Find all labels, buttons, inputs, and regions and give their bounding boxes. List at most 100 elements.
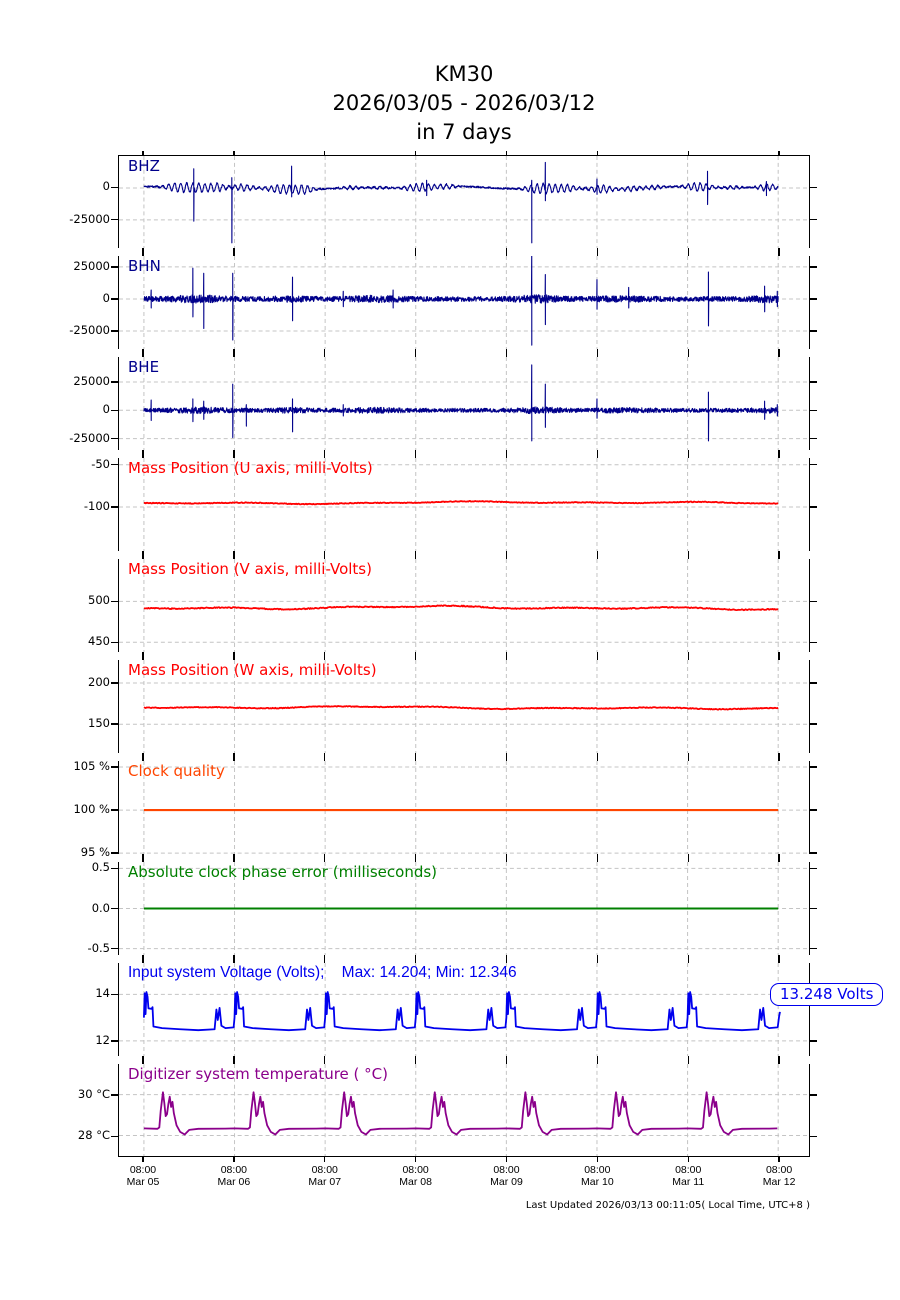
x-tick-mark <box>142 352 144 357</box>
x-tick-mark <box>142 854 144 859</box>
x-tick-mark <box>233 1059 235 1064</box>
voltage-series-line <box>143 991 781 1032</box>
y-tick-mark <box>810 437 817 440</box>
x-tick-mark <box>142 1056 144 1061</box>
title-station: KM30 <box>434 62 494 86</box>
x-tick-mark <box>324 857 326 862</box>
clock-quality-ytick-label: 105 % <box>73 759 110 774</box>
y-tick-mark <box>810 506 817 508</box>
x-tick-mark <box>596 352 599 357</box>
x-tick-mark <box>505 551 508 556</box>
y-tick-mark <box>111 907 118 910</box>
x-tick-date: Mar 06 <box>217 1176 251 1188</box>
panel-mass-w: Mass Position (W axis, milli-Volts) <box>118 660 810 753</box>
y-tick-mark <box>111 1094 118 1096</box>
x-tick-date: Mar 12 <box>762 1176 796 1188</box>
y-tick-mark <box>810 298 817 300</box>
x-tick-label: 08:00 Mar 09 <box>474 1164 538 1188</box>
x-tick-label: 08:00 Mar 12 <box>747 1164 811 1188</box>
x-tick-mark <box>687 551 689 556</box>
title-date-range: 2026/03/05 - 2026/03/12 <box>332 91 596 115</box>
x-tick-mark <box>687 1157 689 1162</box>
bhn-ytick-label: 25000 <box>73 258 110 273</box>
x-tick-date: Mar 09 <box>490 1176 523 1188</box>
x-tick-time: 08:00 <box>765 1164 793 1176</box>
panel-bhn: BHN <box>118 256 810 349</box>
last-updated-text: Last Updated 2026/03/13 00:11:05( Local … <box>525 1200 810 1211</box>
x-tick-mark <box>324 753 326 758</box>
bhz-ytick-label: -25000 <box>69 211 110 226</box>
x-tick-label: 08:00 Mar 08 <box>384 1164 448 1188</box>
x-tick-mark <box>778 955 780 960</box>
x-tick-mark <box>778 857 780 862</box>
bhz-series-line <box>143 161 779 244</box>
x-tick-label: 08:00 Mar 11 <box>656 1164 720 1188</box>
x-tick-mark <box>142 857 144 862</box>
y-tick-mark <box>111 947 118 950</box>
y-tick-mark <box>810 852 817 854</box>
x-tick-mark <box>505 1056 508 1061</box>
x-tick-mark <box>505 349 508 354</box>
gridlines <box>119 458 809 551</box>
chart-title: KM30 2026/03/05 - 2026/03/12 in 7 days <box>118 60 810 147</box>
x-tick-mark <box>596 450 599 455</box>
y-tick-mark <box>810 330 817 332</box>
x-tick-mark <box>142 349 144 354</box>
x-tick-mark <box>324 251 326 256</box>
x-tick-mark <box>233 349 235 354</box>
x-tick-mark <box>324 854 326 859</box>
y-tick-mark <box>111 682 118 684</box>
x-tick-mark <box>505 1059 508 1064</box>
mass-v-ytick-label: 500 <box>88 593 110 608</box>
x-tick-mark <box>505 857 508 862</box>
x-tick-mark <box>142 652 144 657</box>
panel-temperature: Digitizer system temperature ( °C) <box>118 1064 810 1157</box>
bhn-plot <box>119 256 809 349</box>
x-tick-mark <box>142 450 144 455</box>
x-tick-mark <box>596 756 599 761</box>
x-tick-mark <box>778 453 780 458</box>
bhn-series-line <box>143 256 779 346</box>
y-tick-mark <box>810 907 817 910</box>
voltage-ytick-label: 12 <box>95 1032 110 1047</box>
x-tick-mark <box>233 150 235 155</box>
x-tick-label: 08:00 Mar 10 <box>565 1164 629 1188</box>
x-tick-date: Mar 08 <box>399 1176 432 1188</box>
x-tick-mark <box>414 150 417 155</box>
x-tick-mark <box>505 854 508 859</box>
x-tick-mark <box>324 349 326 354</box>
x-tick-mark <box>142 251 144 256</box>
y-tick-mark <box>111 266 118 268</box>
x-tick-mark <box>414 1056 417 1061</box>
mass-w-series-line <box>143 705 779 711</box>
x-tick-mark <box>233 655 235 660</box>
y-tick-mark <box>111 867 118 870</box>
x-tick-mark <box>414 955 417 960</box>
panel-bhz: BHZ <box>118 155 810 248</box>
x-tick-label: 08:00 Mar 07 <box>293 1164 357 1188</box>
y-tick-mark <box>111 298 118 300</box>
y-tick-mark <box>810 766 817 768</box>
x-tick-mark <box>778 652 780 657</box>
x-tick-mark <box>596 251 599 256</box>
x-tick-mark <box>233 1157 235 1162</box>
x-tick-mark <box>505 453 508 458</box>
y-tick-mark <box>111 464 118 466</box>
x-tick-mark <box>505 150 508 155</box>
y-tick-mark <box>111 809 118 811</box>
x-tick-mark <box>233 248 235 253</box>
x-tick-mark <box>142 453 144 458</box>
x-tick-mark <box>324 248 326 253</box>
x-tick-mark <box>778 753 780 758</box>
x-tick-mark <box>233 554 235 559</box>
x-tick-mark <box>414 857 417 862</box>
x-tick-mark <box>596 1056 599 1061</box>
x-tick-mark <box>778 248 780 253</box>
x-tick-label: 08:00 Mar 06 <box>202 1164 266 1188</box>
x-tick-mark <box>778 349 780 354</box>
x-tick-mark <box>324 551 326 556</box>
x-tick-time: 08:00 <box>675 1164 702 1176</box>
x-tick-time: 08:00 <box>220 1164 247 1176</box>
x-tick-mark <box>414 958 417 963</box>
x-tick-mark <box>233 955 235 960</box>
